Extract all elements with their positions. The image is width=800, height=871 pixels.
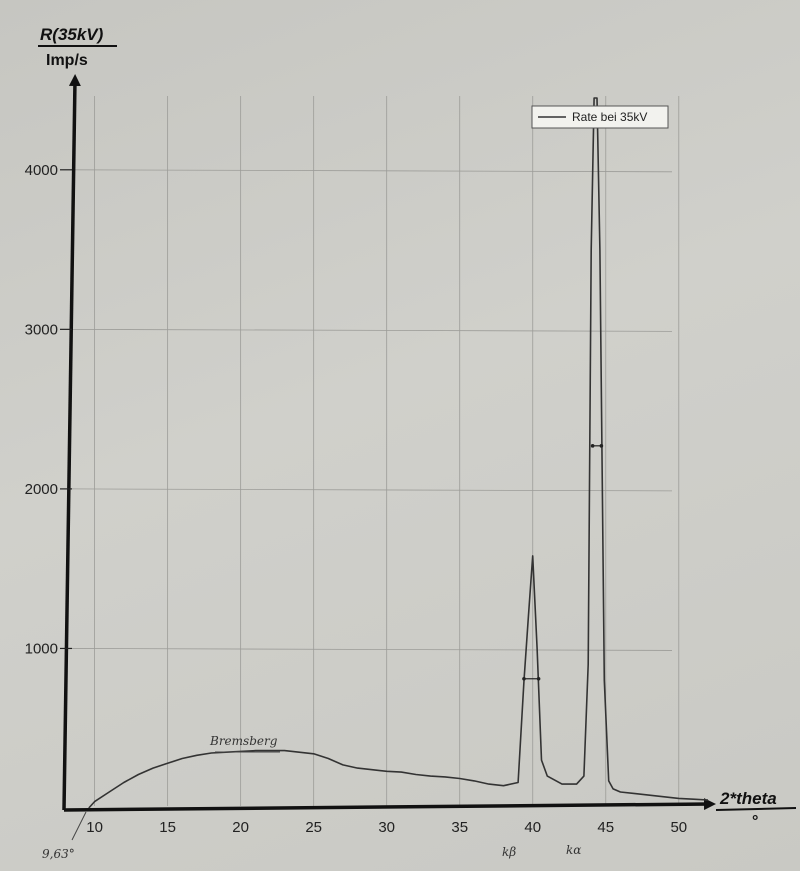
y-tick-label: 4000 [25, 162, 58, 179]
fwhm-marker-point [590, 444, 595, 448]
x-axis-unit: ° [752, 813, 758, 830]
fwhm-markers [522, 444, 604, 681]
x-axis-label-underline [715, 807, 797, 811]
fwhm-marker-point [536, 676, 541, 681]
x-tick-label: 40 [524, 819, 541, 836]
y-axis [62, 74, 81, 811]
y-tick-label: 3000 [25, 321, 58, 338]
x-tick-label: 20 [232, 819, 249, 836]
annotation-start-arrow [71, 811, 87, 841]
x-tick-label: 45 [597, 819, 614, 836]
x-tick-label: 25 [305, 819, 322, 836]
y-axis-label: R(35kV) [40, 25, 104, 44]
ticks: 10 15 20 25 30 35 40 45 50 1000 2000 3000 4000 [25, 162, 688, 836]
x-tick-label: 10 [86, 819, 103, 836]
y-axis-unit: Imp/s [46, 52, 88, 69]
x-tick-label: 15 [159, 819, 176, 836]
legend-label: Rate bei 35kV [572, 110, 647, 124]
fwhm-marker-point [522, 676, 526, 681]
x-tick-label: 50 [670, 819, 687, 836]
legend-box [531, 105, 669, 129]
annotation-bremsberg: Bremsberg [209, 734, 278, 748]
fwhm-marker-point [599, 444, 604, 448]
grid-line-y-4000 [69, 169, 673, 173]
annotation-start: 9,63° [42, 847, 75, 861]
x-tick-label: 30 [378, 819, 395, 836]
y-tick-label: 1000 [25, 640, 58, 657]
grid-line-y-2000 [69, 488, 673, 492]
x-axis-label: 2*theta [719, 789, 777, 808]
series-line [88, 97, 709, 809]
grid-line-y-3000 [69, 328, 673, 332]
x-axis [63, 798, 716, 812]
legend: Rate bei 35kV [531, 105, 669, 129]
annotations: 9,63° Bremsberg kβ kα [42, 734, 581, 861]
x-tick-label: 35 [451, 819, 468, 836]
grid-line-y-1000 [69, 648, 673, 651]
y-tick-label: 2000 [25, 481, 58, 498]
grid [69, 96, 680, 806]
annotation-k-beta: kβ [502, 845, 516, 859]
annotation-k-alpha: kα [566, 843, 581, 857]
